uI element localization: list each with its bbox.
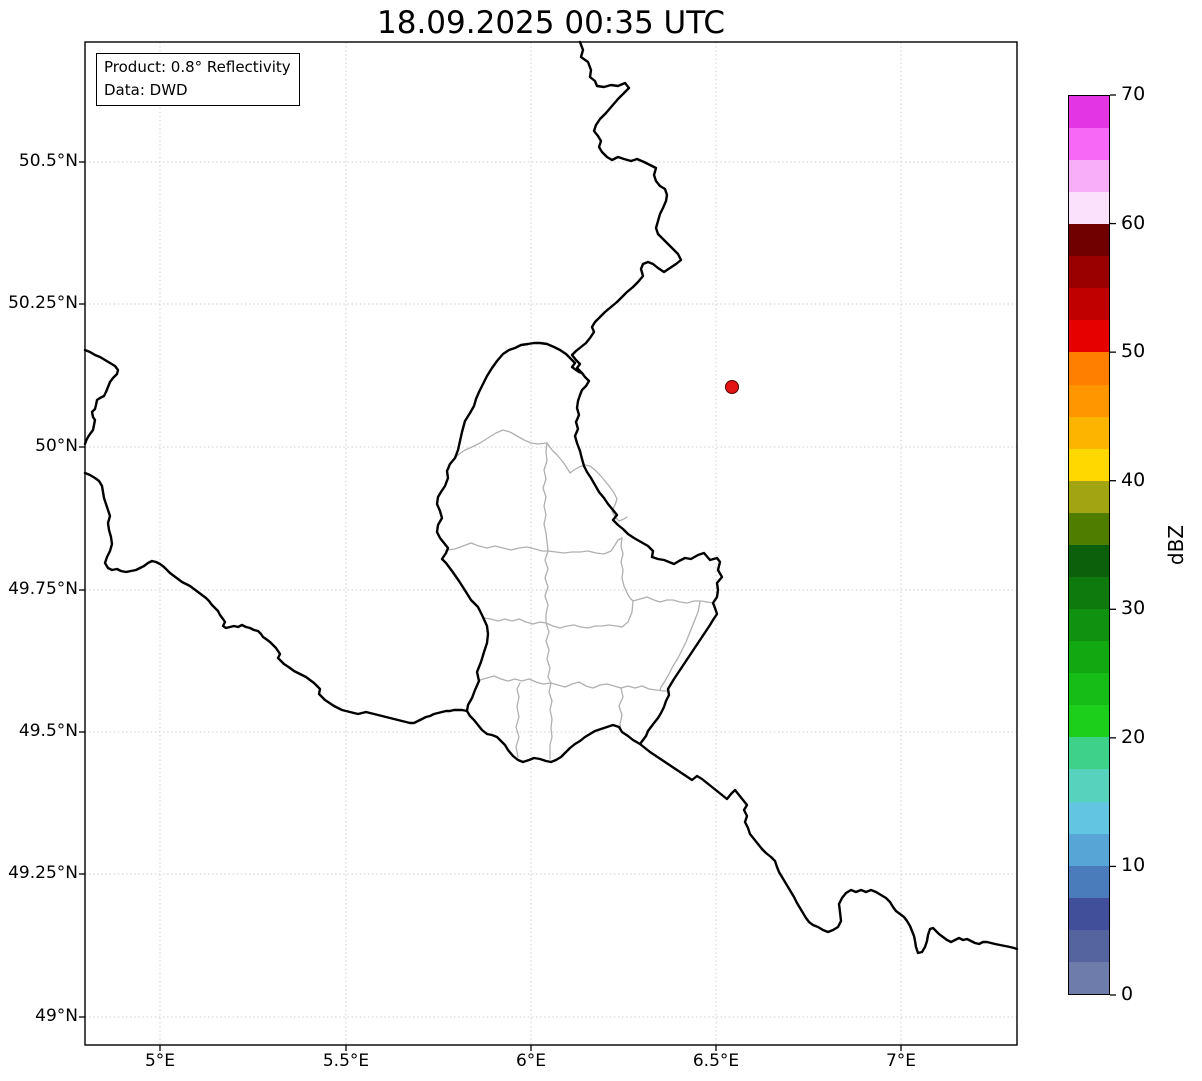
y-tick-label: 49.75°N	[8, 579, 78, 599]
x-tick-label: 6.5°E	[692, 1051, 740, 1071]
y-tick-label: 50°N	[35, 436, 78, 456]
colorbar-tick-label: 50	[1121, 340, 1146, 363]
colorbar-segment	[1069, 127, 1109, 160]
country-border-path	[638, 742, 1019, 955]
colorbar-tick-label: 60	[1121, 211, 1146, 234]
colorbar-segment	[1069, 929, 1109, 962]
colorbar-segment	[1069, 192, 1109, 225]
x-tick-label: 7°E	[885, 1051, 917, 1071]
colorbar-segment	[1069, 320, 1109, 353]
colorbar-segment	[1069, 737, 1109, 770]
radar-location-marker	[725, 380, 739, 394]
colorbar-tick-label: 70	[1121, 83, 1146, 105]
district-border-path	[446, 537, 623, 555]
district-border-path	[451, 429, 548, 462]
country-border-path	[83, 348, 120, 446]
plot-frame	[84, 41, 1018, 1046]
colorbar-segment	[1069, 288, 1109, 321]
colorbar-segment	[1069, 576, 1109, 610]
country-borders-layer	[83, 40, 1019, 955]
colorbar-segment	[1069, 95, 1109, 128]
colorbar-segment	[1069, 512, 1109, 545]
colorbar-tick-label: 0	[1121, 983, 1134, 1005]
y-tick-label: 50.5°N	[18, 151, 78, 171]
colorbar-segment	[1069, 865, 1109, 898]
colorbar-unit-label: dBZ	[1164, 524, 1188, 566]
colorbar-segment	[1069, 705, 1109, 738]
colorbar-segment	[1069, 673, 1109, 706]
district-border-path	[483, 600, 634, 629]
colorbar-segment	[1069, 384, 1109, 417]
colorbar-segment	[1069, 641, 1109, 674]
colorbar-segment	[1069, 352, 1109, 385]
colorbar-tick-label: 30	[1121, 597, 1146, 620]
colorbar-tick-label: 20	[1121, 725, 1146, 748]
colorbar-segment	[1069, 544, 1109, 577]
district-border-path	[632, 596, 714, 604]
district-border-path	[546, 442, 628, 522]
y-tick-label: 49.25°N	[8, 863, 78, 883]
colorbar-segment	[1069, 833, 1109, 866]
colorbar-segment	[1069, 224, 1109, 257]
colorbar-segment	[1069, 480, 1109, 513]
country-border-path	[83, 471, 469, 725]
axis-ticks-layer	[79, 161, 902, 1051]
colorbar-segment	[1069, 609, 1109, 642]
district-border-path	[618, 687, 624, 731]
colorbar-segment	[1069, 256, 1109, 289]
data-source-line: Data: DWD	[104, 80, 188, 99]
reflectivity-colorbar	[1068, 95, 1110, 995]
y-tick-label: 50.25°N	[8, 293, 78, 313]
district-border-path	[479, 675, 669, 692]
colorbar-segment	[1069, 448, 1109, 481]
colorbar-tick-label: 40	[1121, 468, 1146, 491]
y-tick-label: 49°N	[35, 1006, 78, 1026]
district-border-path	[515, 682, 521, 758]
colorbar-segment	[1069, 897, 1109, 930]
product-info-box: Product: 0.8° Reflectivity Data: DWD	[96, 53, 300, 106]
district-border-path	[620, 537, 634, 602]
district-borders-layer	[446, 429, 714, 760]
colorbar-segment	[1069, 961, 1109, 994]
x-tick-label: 5°E	[144, 1051, 176, 1071]
colorbar-segment	[1069, 769, 1109, 802]
district-border-path	[544, 550, 553, 760]
product-info-line: Product: 0.8° Reflectivity	[104, 58, 291, 76]
y-tick-label: 49.5°N	[18, 721, 78, 741]
colorbar-segment	[1069, 416, 1109, 449]
plot-title: 18.09.2025 00:35 UTC	[377, 5, 725, 41]
colorbar-tick-label: 10	[1121, 854, 1146, 877]
district-border-path	[659, 601, 701, 691]
country-border-path	[435, 341, 724, 764]
grid-layer	[85, 42, 1017, 1045]
colorbar-segment	[1069, 801, 1109, 834]
x-tick-label: 5.5°E	[322, 1051, 370, 1071]
colorbar-segment	[1069, 159, 1109, 193]
x-tick-label: 6°E	[515, 1051, 547, 1071]
district-border-path	[542, 442, 549, 552]
country-border-path	[570, 40, 683, 375]
